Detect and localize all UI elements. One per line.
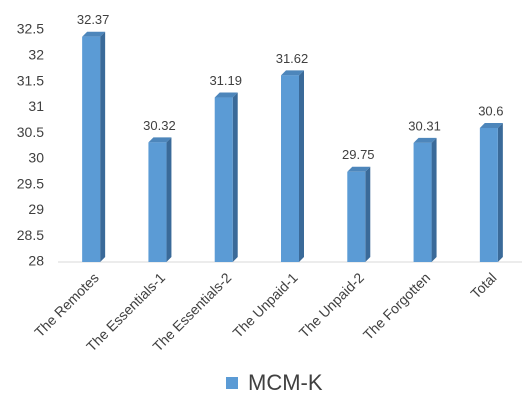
value-label: 30.6 <box>478 103 503 118</box>
bar <box>413 142 432 262</box>
bar <box>479 127 498 262</box>
bar <box>214 97 233 262</box>
x-tick-label: The Forgotten <box>360 269 433 342</box>
y-tick-label: 30 <box>28 150 44 166</box>
value-label: 30.31 <box>408 118 441 133</box>
y-tick-label: 29 <box>28 201 44 217</box>
y-tick-label: 30.5 <box>17 124 44 140</box>
value-label: 29.75 <box>342 147 375 162</box>
bar-top <box>479 122 503 128</box>
y-tick-label: 28.5 <box>17 227 44 243</box>
value-label: 30.32 <box>143 118 176 133</box>
bar-side <box>431 137 437 262</box>
y-tick-label: 29.5 <box>17 175 44 191</box>
bar-top <box>82 31 106 37</box>
bar-top <box>148 137 172 143</box>
y-tick-label: 32.5 <box>17 21 44 37</box>
bar-side <box>299 70 304 262</box>
y-tick-label: 31 <box>28 98 44 114</box>
legend-swatch <box>226 377 238 389</box>
x-tick-label: Total <box>467 269 499 301</box>
value-label: 32.37 <box>77 12 110 27</box>
bar-side <box>100 31 106 262</box>
bar-top <box>214 92 238 98</box>
x-tick-label: The Remotes <box>31 269 102 340</box>
value-label: 31.19 <box>209 73 242 88</box>
y-tick-label: 31.5 <box>17 72 44 88</box>
bar-side <box>497 122 503 262</box>
bar-top <box>413 137 437 143</box>
x-tick-label: The Unpaid-2 <box>296 269 367 340</box>
y-tick-label: 32 <box>28 46 44 62</box>
y-tick-label: 28 <box>28 253 44 269</box>
bar-top <box>281 70 304 76</box>
bar <box>281 75 299 262</box>
bar-top <box>347 166 371 172</box>
x-tick-label: The Unpaid-1 <box>229 269 300 340</box>
bar <box>148 142 167 262</box>
bar-side <box>232 92 238 262</box>
bar-side <box>166 137 172 262</box>
legend-label: MCM-K <box>248 370 323 395</box>
value-label: 31.62 <box>276 51 309 66</box>
bar <box>82 36 101 262</box>
bar-side <box>365 166 371 262</box>
bar <box>347 171 366 262</box>
